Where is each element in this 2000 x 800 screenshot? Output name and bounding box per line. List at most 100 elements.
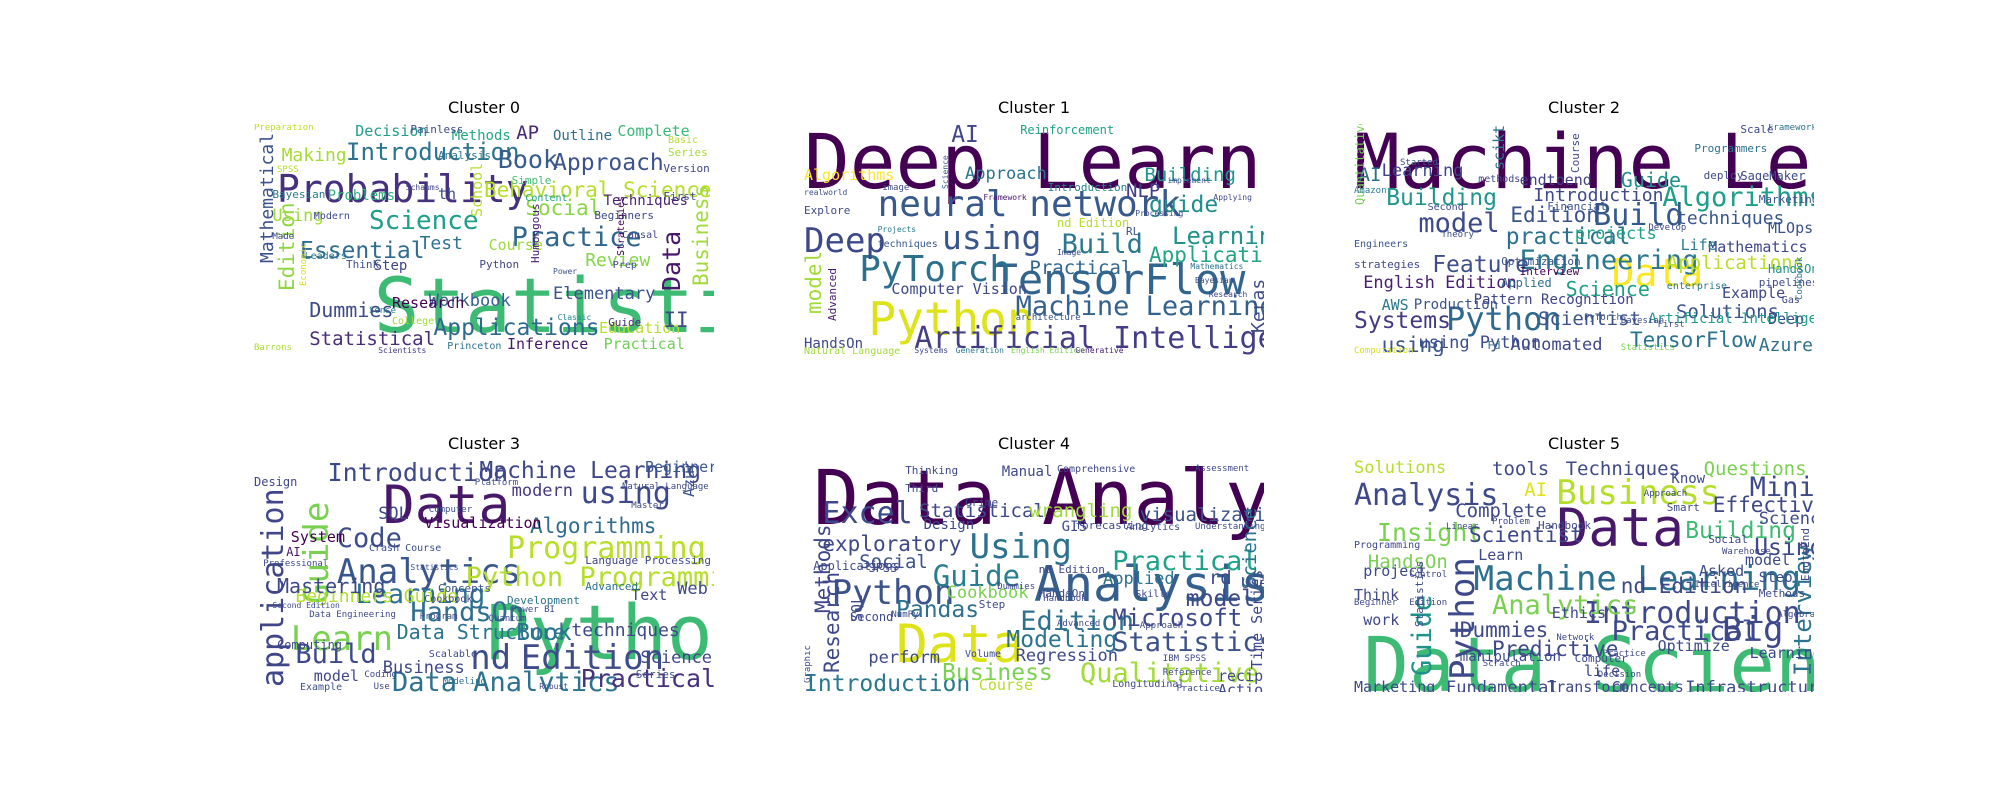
- cluster-0-word-ii: II: [663, 307, 689, 332]
- cluster-1-word-using: using: [942, 218, 1042, 258]
- cluster-1-word-realworld: realworld: [804, 187, 848, 197]
- cluster-4-word-volume: Volume: [965, 649, 1002, 661]
- cluster-0-word-leaders: Leaders: [304, 250, 347, 262]
- cluster-2-word-interview: Interview: [1519, 264, 1580, 278]
- cluster-1-word-advanced: Advanced: [826, 268, 839, 322]
- cluster-0-word-modern: Modern: [313, 211, 350, 223]
- cluster-1-word-computer-vision: Computer Vision: [891, 279, 1027, 298]
- cluster-5-title: Cluster 5: [1547, 434, 1621, 453]
- cluster-5-word-warehouse: Warehouse: [1722, 547, 1771, 558]
- cluster-2-word-applied: Applied: [1501, 276, 1552, 291]
- cluster-4-word-rd: rd: [1208, 567, 1232, 590]
- cluster-0-word-beginners: Beginners: [594, 208, 654, 222]
- cluster-5-word-effective: Effective: [1712, 492, 1814, 517]
- cluster-1-word-bayesian: Bayesian: [1195, 276, 1234, 286]
- cluster-2-word-pytorch: PyTorch: [1584, 313, 1622, 324]
- cluster-2-word-engineering: Engineering: [1519, 244, 1699, 276]
- cluster-0-word-made: Made: [272, 232, 295, 243]
- cluster-2-word-feature: Feature: [1432, 251, 1530, 278]
- cluster-2-word-scientist: Scientist: [1538, 307, 1641, 330]
- cluster-1-word-science: Science: [941, 155, 950, 189]
- cluster-2-word-endtoend: endtoend: [1519, 170, 1592, 189]
- cluster-3-wordcloud: PythonDataGuideapplicationAnalyticsProgr…: [254, 460, 714, 692]
- cluster-5-word-handbook: Handbook: [1538, 519, 1591, 533]
- cluster-0-word-guide: Guide: [608, 315, 642, 329]
- cluster-5-word-linear: Linear: [1446, 521, 1479, 532]
- cluster-0-word-humongous: Humongous: [529, 203, 542, 264]
- cluster-0-word-course: Course: [488, 235, 543, 254]
- cluster-1-word-image: Image: [1057, 248, 1082, 258]
- cluster-5-word-work: work: [1363, 611, 1400, 630]
- cluster-2-word-deep: Deep: [1768, 309, 1805, 328]
- cluster-5-word-business: Business: [1556, 473, 1721, 514]
- cluster-0-word-analysis: Analysis: [438, 148, 491, 162]
- cluster-3-word-series: Series: [635, 667, 676, 681]
- cluster-0-word-workbook: Workbook: [428, 291, 511, 312]
- cluster-2-word-model: model: [1418, 207, 1500, 239]
- cluster-3-title: Cluster 3: [447, 434, 521, 453]
- cluster-1-word-english-edition: English Edition: [1011, 345, 1084, 355]
- cluster-4-word-qualitative: Qualitative: [1080, 657, 1259, 689]
- cluster-4-word-forecasting: forecasting: [1075, 519, 1149, 533]
- cluster-3-word-beginner: Beginner: [645, 460, 714, 476]
- cluster-1-word-nlp: NLP: [1126, 180, 1161, 202]
- cluster-1-word-practical: Practical: [1029, 256, 1133, 279]
- cluster-0-word-test: Test: [419, 233, 463, 255]
- cluster-2-word-building: Building: [1386, 184, 1497, 211]
- cluster-3-word-machine-learning: Machine Learning: [479, 460, 701, 484]
- cluster-0-word-techniques: Techniques: [603, 192, 688, 209]
- cluster-4-word-course: Course: [978, 676, 1033, 692]
- cluster-0-word-school: School: [468, 162, 487, 217]
- cluster-5-word-intelligence: Intelligence: [1694, 579, 1760, 590]
- cluster-4-word-python: Python: [831, 573, 955, 613]
- cluster-4-word-longitudinal: Longitudinal: [1112, 679, 1185, 691]
- cluster-0-word-introduction: Introduction: [346, 138, 520, 167]
- cluster-4-word-third: Third: [905, 482, 939, 496]
- cluster-5-word-step: Step: [1758, 570, 1793, 587]
- cluster-3-word-algorithms: Algorithms: [530, 513, 657, 538]
- cluster-1-word-neural-network: neural network: [877, 183, 1182, 225]
- cluster-3-word-power-bi: Power BI: [511, 605, 555, 616]
- cluster-4-word-thinking: Thinking: [905, 463, 959, 477]
- cluster-0-panel: Cluster 0 Statistics Probability Practice Es…: [254, 98, 714, 356]
- cluster-0-word-painless: Painless: [410, 124, 464, 136]
- cluster-2-word-mathematics: Mathematics: [1708, 238, 1808, 256]
- cluster-3-word-business: Business: [382, 657, 465, 678]
- cluster-5-word-ethics: Ethics: [1551, 604, 1606, 623]
- cluster-4-word-visualization: visualization: [1139, 504, 1264, 527]
- cluster-2-word-projects: projects: [1574, 224, 1657, 245]
- cluster-1-word-application: Application: [1149, 242, 1264, 267]
- cluster-0-word-classic: Classic: [557, 313, 592, 323]
- cluster-5-word-handson: HandsOn: [1367, 550, 1448, 573]
- cluster-3-word-visualization: Visualization: [424, 513, 542, 532]
- cluster-3-word-text: Text: [631, 585, 668, 604]
- cluster-5-word-problem: Problem: [1492, 517, 1530, 527]
- cluster-3-word-model: model: [313, 666, 359, 685]
- cluster-3-word-using: using: [580, 475, 671, 511]
- cluster-3-word-programming: Programming: [507, 531, 706, 567]
- cluster-5-word-practice: Practice: [1602, 649, 1646, 660]
- cluster-5-word-insight: Insight: [1377, 518, 1483, 548]
- cluster-3-word-coding: Coding: [364, 670, 397, 681]
- cluster-4-word-edition: Edition: [1020, 606, 1134, 638]
- cluster-5-word-infrastructure: Infrastructure: [1685, 678, 1814, 692]
- cluster-1-word-machine-learning: Machine Learning: [1015, 291, 1264, 323]
- cluster-2-word-automated: Automated: [1510, 335, 1603, 356]
- cluster-2-word-bayesian: Bayesian: [1620, 315, 1665, 326]
- cluster-2-word-framework: Framework: [1768, 124, 1814, 133]
- cluster-2-wordcloud: Machine Learning Data Python BuildAlgorithm…: [1354, 124, 1814, 356]
- cluster-5-word-mining: Mining: [1749, 471, 1814, 503]
- cluster-0-word-scientists: Scientists: [378, 345, 427, 355]
- cluster-0-word-essential: Essential: [300, 238, 425, 264]
- cluster-4-word-numpy: NumPy: [891, 609, 919, 620]
- cluster-2-word-handson: HandsOn: [1768, 262, 1814, 277]
- cluster-3-word-learn: Learn: [290, 619, 394, 660]
- cluster-4-word-action: Action: [1218, 680, 1264, 692]
- cluster-2-word-pipelines: pipelines: [1758, 276, 1814, 290]
- cluster-1-word-natural-language: Natural Language: [804, 345, 901, 356]
- cluster-4-word-perform: perform: [868, 648, 941, 669]
- cluster-2-word-computation: Computation: [1354, 345, 1414, 356]
- cluster-3-word-master: Master: [631, 500, 664, 511]
- cluster-0-word-version: Version: [663, 162, 710, 176]
- cluster-1-word-handson: HandsOn: [804, 336, 864, 353]
